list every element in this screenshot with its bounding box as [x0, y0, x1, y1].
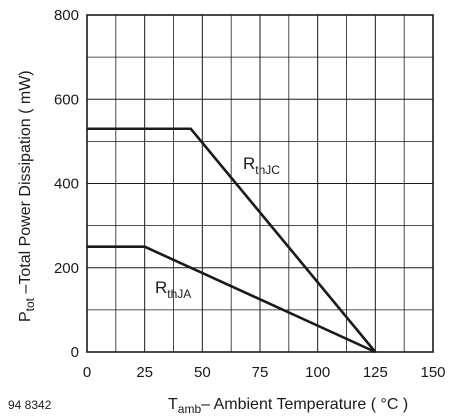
figure-code: 94 8342 — [8, 398, 52, 412]
series-line-rthja — [87, 245, 376, 354]
x-tick-label: 50 — [194, 364, 211, 381]
curve-label-rthjc: RthJC — [243, 154, 280, 177]
x-tick-label: 0 — [83, 364, 91, 381]
x-tick-label: 125 — [363, 364, 388, 381]
y-tick-label: 0 — [71, 344, 79, 361]
grid — [87, 15, 433, 352]
x-tick-label: 25 — [136, 364, 153, 381]
curve-label-rthja: RthJA — [155, 278, 191, 301]
y-tick-label: 600 — [54, 91, 79, 108]
series-layer — [87, 127, 377, 354]
tick-labels: 0 25 50 75 100 125 150 0 200 400 600 800 — [54, 7, 446, 381]
x-axis-label: Tamb– Ambient Temperature ( °C ) — [168, 396, 408, 416]
y-axis-label: Ptot –Total Power Dissipation ( mW) — [17, 70, 37, 322]
y-tick-label: 800 — [54, 7, 79, 24]
plot-frame — [86, 14, 434, 353]
x-tick-label: 75 — [252, 364, 269, 381]
x-tick-label: 100 — [305, 364, 330, 381]
x-tick-label: 150 — [420, 364, 445, 381]
series-line-rthjc — [87, 127, 377, 353]
y-tick-label: 200 — [54, 260, 79, 277]
y-tick-label: 400 — [54, 176, 79, 193]
